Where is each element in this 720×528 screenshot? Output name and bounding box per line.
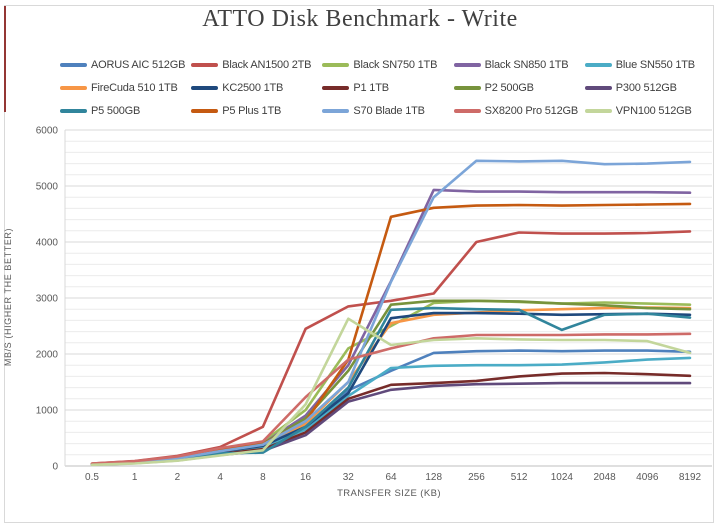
y-tick-label: 6000 — [36, 126, 59, 137]
legend-swatch-p300-512gb — [584, 85, 612, 90]
y-tick-label: 2000 — [36, 350, 59, 361]
y-tick-label: 1000 — [36, 406, 59, 417]
y-axis-title: MB/S (HIGHER THE BETTER) — [3, 227, 13, 367]
legend-item-sx8200-pro-512gb: SX8200 Pro 512GB — [453, 104, 585, 117]
legend-swatch-vpn100-512gb — [584, 108, 612, 113]
left-edge-red-artifact — [4, 6, 6, 112]
legend-label-black-sn850-1tb: Black SN850 1TB — [484, 58, 569, 71]
legend-swatch-black-sn750-1tb — [322, 62, 350, 67]
legend-label-kc2500-1tb: KC2500 1TB — [222, 81, 284, 94]
x-tick-label: 8192 — [679, 472, 702, 483]
legend-item-blue-sn550-1tb: Blue SN550 1TB — [584, 58, 716, 71]
x-tick-label: 256 — [468, 472, 485, 483]
x-tick-label: 4 — [217, 472, 223, 483]
legend-swatch-p5-plus-1tb — [191, 108, 219, 113]
legend-label-p5-500gb: P5 500GB — [91, 104, 141, 117]
y-tick-label: 4000 — [36, 238, 59, 249]
series-line-p300-512gb — [90, 381, 692, 466]
legend-label-blue-sn550-1tb: Blue SN550 1TB — [615, 58, 695, 71]
x-tick-label: 64 — [385, 472, 397, 483]
x-tick-label: 1 — [132, 472, 138, 483]
legend-label-p5-plus-1tb: P5 Plus 1TB — [222, 104, 282, 117]
x-tick-label: 512 — [511, 472, 528, 483]
legend-swatch-black-an1500-2tb — [191, 62, 219, 67]
legend-item-s70-blade-1tb: S70 Blade 1TB — [322, 105, 453, 117]
legend-swatch-p5-500gb — [60, 108, 87, 113]
legend-item-p1-1tb: P1 1TB — [322, 82, 453, 94]
y-tick-label: 0 — [52, 462, 58, 473]
legend-item-p2-500gb: P2 500GB — [453, 81, 585, 94]
legend-label-black-sn750-1tb: Black SN750 1TB — [353, 58, 438, 71]
series-line-s70-blade-1tb — [90, 159, 692, 466]
legend-swatch-blue-sn550-1tb — [584, 62, 612, 67]
legend-swatch-s70-blade-1tb — [322, 108, 350, 113]
x-tick-label: 2 — [175, 472, 181, 483]
x-tick-label: 128 — [425, 472, 442, 483]
legend-swatch-kc2500-1tb — [191, 85, 219, 90]
legend-label-sx8200-pro-512gb: SX8200 Pro 512GB — [484, 104, 579, 117]
legend-label-firecuda-510-1tb: FireCuda 510 1TB — [91, 81, 178, 94]
x-tick-label: 1024 — [551, 472, 574, 483]
series-line-p1-1tb — [90, 371, 692, 466]
legend-label-s70-blade-1tb: S70 Blade 1TB — [353, 104, 425, 117]
legend-swatch-p2-500gb — [453, 85, 481, 90]
legend-label-vpn100-512gb: VPN100 512GB — [615, 104, 692, 117]
legend-item-p5-500gb: P5 500GB — [60, 105, 191, 117]
legend-label-black-an1500-2tb: Black AN1500 2TB — [222, 58, 312, 71]
legend-label-aorus-aic-512gb: AORUS AIC 512GB — [91, 58, 186, 71]
legend-swatch-aorus-aic-512gb — [60, 62, 87, 67]
legend-item-vpn100-512gb: VPN100 512GB — [584, 104, 716, 117]
legend-item-kc2500-1tb: KC2500 1TB — [191, 82, 322, 94]
legend-label-p2-500gb: P2 500GB — [484, 81, 534, 94]
y-tick-label: 3000 — [36, 294, 59, 305]
legend-item-firecuda-510-1tb: FireCuda 510 1TB — [60, 82, 191, 94]
x-tick-label: 8 — [260, 472, 266, 483]
x-tick-label: 0.5 — [85, 472, 99, 483]
legend-item-aorus-aic-512gb: AORUS AIC 512GB — [60, 59, 191, 71]
legend-label-p300-512gb: P300 512GB — [615, 81, 677, 94]
legend-swatch-p1-1tb — [322, 85, 350, 90]
series-line-p5-500gb — [90, 306, 692, 466]
chart-legend: AORUS AIC 512GB Black AN1500 2TB Black SN7… — [60, 53, 716, 122]
x-tick-label: 16 — [300, 472, 312, 483]
legend-swatch-firecuda-510-1tb — [60, 85, 87, 90]
legend-item-p300-512gb: P300 512GB — [584, 81, 716, 94]
y-tick-label: 5000 — [36, 182, 59, 193]
x-tick-label: 4096 — [636, 472, 659, 483]
legend-label-p1-1tb: P1 1TB — [353, 81, 389, 94]
chart-title: ATTO Disk Benchmark - Write — [202, 6, 518, 32]
series-line-vpn100-512gb — [90, 317, 692, 467]
legend-swatch-black-sn850-1tb — [453, 62, 481, 67]
legend-item-black-sn750-1tb: Black SN750 1TB — [322, 59, 453, 71]
legend-swatch-sx8200-pro-512gb — [453, 108, 481, 113]
legend-item-p5-plus-1tb: P5 Plus 1TB — [191, 105, 322, 117]
legend-item-black-sn850-1tb: Black SN850 1TB — [453, 58, 585, 71]
x-tick-label: 32 — [343, 472, 355, 483]
legend-item-black-an1500-2tb: Black AN1500 2TB — [191, 59, 322, 71]
x-tick-label: 2048 — [593, 472, 616, 483]
x-axis-title: TRANSFER SIZE (KB) — [337, 488, 441, 499]
series-line-sx8200-pro-512gb — [90, 332, 692, 465]
